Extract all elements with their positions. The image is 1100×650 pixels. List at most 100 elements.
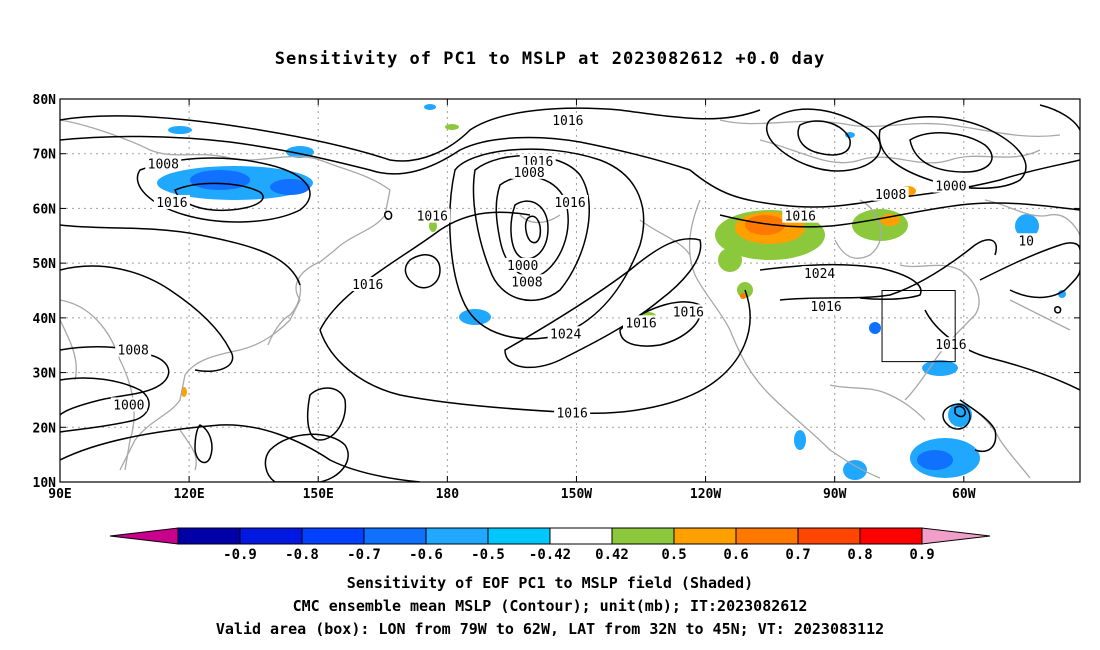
- footer-line-2: CMC ensemble mean MSLP (Contour); unit(m…: [292, 597, 808, 615]
- lat-tick-label: 80N: [33, 93, 57, 108]
- contour-label: 1016: [352, 278, 383, 293]
- colorbar-segment: [487, 527, 551, 545]
- map-axes: 90E 120E 150E 180 150W 120W 90W 60W 80N 70N 60N 50N…: [33, 93, 1080, 502]
- contour-label: 1008: [875, 188, 906, 203]
- lat-tick-label: 40N: [33, 312, 57, 327]
- contour-label: 1016: [625, 316, 656, 331]
- lon-tick-label: 180: [436, 487, 460, 502]
- lat-tick-label: 30N: [33, 367, 57, 382]
- contour-label-bg: [670, 304, 707, 319]
- contour-label-bg: [153, 194, 190, 209]
- contour-label-bg: [872, 186, 909, 201]
- chart-title: Sensitivity of PC1 to MSLP at 2023082612…: [274, 49, 826, 69]
- colorbar-segment: [177, 527, 241, 545]
- contour-label-bg: [414, 208, 451, 223]
- contour-label-bg: [115, 342, 152, 357]
- colorbar-segment: [859, 527, 923, 545]
- colorbar-label: -0.42: [529, 547, 571, 563]
- contour-label: 1008: [118, 344, 149, 359]
- colorbar-segment: [673, 527, 737, 545]
- contour-label: 1000: [507, 259, 538, 274]
- contour-label-bg: [932, 337, 969, 352]
- colorbar-segment: [735, 527, 799, 545]
- shading-negative-atlantic: [1015, 214, 1039, 238]
- lon-tick-label: 120W: [690, 487, 721, 502]
- lat-tick-label: 70N: [33, 148, 57, 163]
- contour-label-bg: [554, 405, 591, 420]
- colorbar: -0.9 -0.8 -0.7 -0.6 -0.5 -0.42 0.42 0.5 0.6 0.7 0.…: [109, 527, 991, 563]
- mslp-contours: [60, 104, 1080, 482]
- lat-tick-label: 60N: [33, 202, 57, 217]
- lon-tick-label: 60W: [952, 487, 976, 502]
- contour-pacific-high: [504, 238, 702, 369]
- colorbar-label: 0.5: [661, 547, 686, 563]
- contour-label: 1024: [804, 267, 835, 282]
- contour-label-bg: [145, 156, 182, 171]
- contour-label: 10: [1018, 234, 1034, 249]
- contour-label-bg: [349, 277, 386, 292]
- colorbar-label: 0.42: [595, 547, 629, 563]
- contour-label: 1016: [673, 305, 704, 320]
- contour-line: [60, 107, 761, 162]
- lon-tick-label: 150W: [561, 487, 592, 502]
- contour-label-bg: [508, 274, 545, 289]
- lon-tick-label: 90W: [823, 487, 847, 502]
- contour-label-bg: [623, 315, 660, 330]
- lon-tick-label: 150E: [303, 487, 334, 502]
- colorbar-label: -0.5: [471, 547, 505, 563]
- colorbar-label: -0.6: [409, 547, 443, 563]
- valid-area-box: [881, 290, 956, 363]
- contour-label: 1016: [556, 407, 587, 422]
- contour-label: 1016: [785, 210, 816, 225]
- lon-tick-label: 90E: [48, 487, 71, 502]
- lat-tick-label: 50N: [33, 257, 57, 272]
- colorbar-label: 0.9: [909, 547, 934, 563]
- contour-label: 1000: [935, 180, 966, 195]
- colorbar-segment: [611, 527, 675, 545]
- contour-label-bg: [1016, 233, 1037, 248]
- contour-label: 1008: [511, 275, 542, 290]
- contour-label: 1024: [550, 327, 581, 342]
- contour-label: 1008: [513, 166, 544, 181]
- contour-label-bg: [552, 194, 588, 209]
- footer-line-3: Valid area (box): LON from 79W to 62W, L…: [215, 620, 885, 638]
- colorbar-segment: [425, 527, 489, 545]
- colorbar-label: -0.8: [285, 547, 319, 563]
- lon-tick-label: 120E: [173, 487, 204, 502]
- contour-label-bg: [519, 153, 556, 168]
- colorbar-label: -0.7: [347, 547, 381, 563]
- footer-line-1: Sensitivity of EOF PC1 to MSLP field (Sh…: [346, 574, 754, 592]
- contour-label: 1016: [156, 196, 187, 211]
- asia-coast: [60, 119, 391, 471]
- contour-label: 1016: [417, 210, 448, 225]
- contour-label-bg: [549, 112, 586, 127]
- lat-lon-grid: [60, 99, 1080, 482]
- contour-label-bg: [110, 397, 147, 412]
- colorbar-label: 0.8: [847, 547, 872, 563]
- shading-negative-pacific: [459, 309, 491, 325]
- map-border: [59, 98, 1081, 483]
- contour-label: 1000: [113, 398, 144, 413]
- colorbar-label: 0.6: [723, 547, 748, 563]
- colorbar-segment: [363, 527, 427, 545]
- colorbar-segment: [239, 527, 303, 545]
- contour-label: 1016: [554, 196, 585, 211]
- contour-label: 1016: [552, 114, 583, 129]
- colorbar-segment: [797, 527, 861, 545]
- contour-label-bg: [808, 298, 845, 313]
- colorbar-left-arrow: [109, 527, 179, 545]
- colorbar-right-arrow: [921, 527, 991, 545]
- colorbar-segment: [301, 527, 365, 545]
- lat-tick-label: 10N: [33, 476, 57, 491]
- colorbar-label: 0.7: [785, 547, 810, 563]
- contour-label-bg: [801, 266, 838, 281]
- lat-tick-label: 20N: [33, 421, 57, 436]
- contour-labels: 1016101610081008101610161016100010081016…: [110, 112, 1037, 422]
- contour-label-bg: [547, 326, 584, 341]
- contour-label: 1008: [148, 158, 179, 173]
- colorbar-segment: [549, 527, 613, 545]
- contour-label-bg: [932, 178, 969, 193]
- contour-label-bg: [511, 164, 548, 179]
- contour-label: 1016: [810, 300, 841, 315]
